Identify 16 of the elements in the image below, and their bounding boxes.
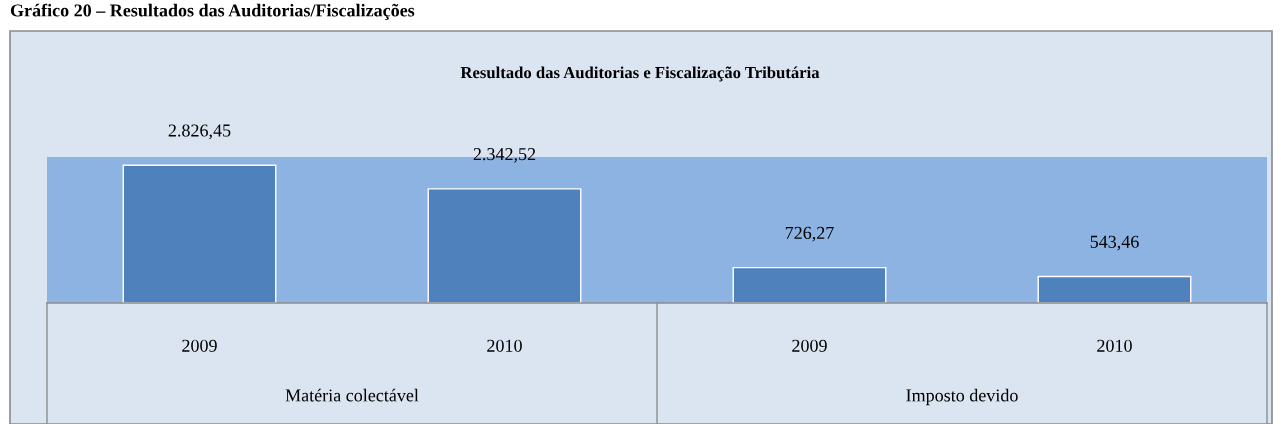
- data-label: 2.826,45: [168, 124, 231, 140]
- data-label: 2.342,52: [473, 148, 536, 163]
- x-tick-label: 2009: [182, 339, 217, 352]
- x-tick-label: 2010: [1097, 339, 1132, 352]
- bar: [1037, 275, 1192, 303]
- text: Imposto devido: [906, 388, 1018, 406]
- chart-title: Resultado das Auditorias e Fiscalização Tributária: [460, 66, 820, 82]
- bar: [427, 188, 582, 303]
- text: Matéria colectável: [285, 388, 419, 402]
- text: Gráfico 20 – Resultados das Auditorias/Fiscalizações: [10, 3, 415, 21]
- data-label: 726,27: [785, 226, 834, 242]
- x-tick-label: 2010: [487, 339, 522, 352]
- bar: [732, 266, 887, 303]
- bar: [122, 164, 277, 303]
- data-label: 543,46: [1090, 235, 1139, 251]
- x-tick-label: 2009: [792, 339, 827, 352]
